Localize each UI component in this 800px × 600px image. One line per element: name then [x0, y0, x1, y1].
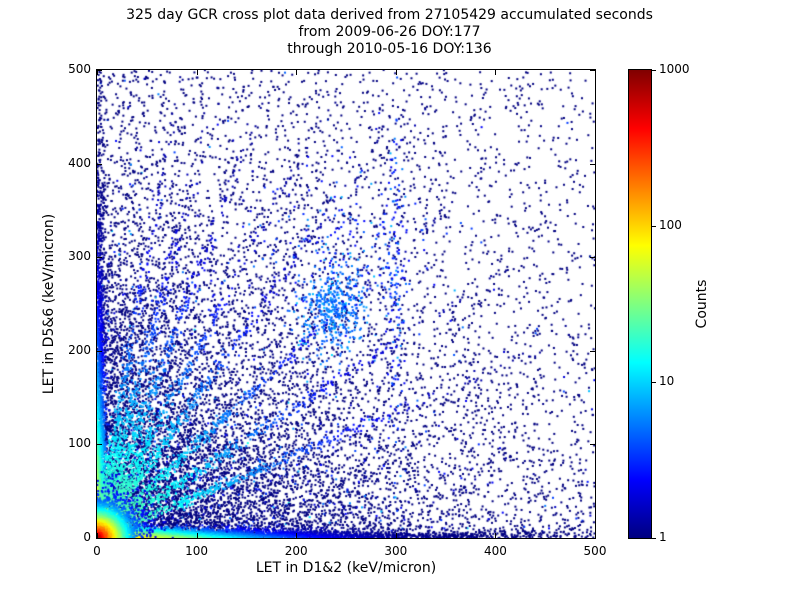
y-tick-mark-right [590, 538, 595, 539]
y-tick-mark [97, 257, 102, 258]
y-tick-mark-right [590, 70, 595, 71]
colorbar-tick-label: 1000 [659, 62, 690, 76]
y-tick-label: 500 [68, 62, 91, 76]
y-tick-label: 300 [68, 249, 91, 264]
x-tick-mark-top [197, 70, 198, 75]
y-axis-label: LET in D5&6 (keV/micron) [41, 213, 57, 395]
colorbar-tick-label: 100 [659, 218, 682, 232]
colorbar-tick-mark [652, 538, 656, 539]
y-tick-mark-right [590, 444, 595, 445]
y-tick-mark-right [590, 351, 595, 352]
colorbar [628, 69, 652, 539]
colorbar-tick-label: 1 [659, 530, 667, 544]
colorbar-label: Counts [694, 279, 710, 329]
x-tick-mark [97, 533, 98, 538]
x-tick-label: 500 [583, 544, 607, 558]
x-tick-mark-top [495, 70, 496, 75]
chart-title-line-3: through 2010-05-16 DOY:136 [287, 41, 492, 57]
x-tick-label: 300 [384, 544, 408, 558]
x-tick-mark-top [396, 70, 397, 75]
x-tick-mark [296, 533, 297, 538]
x-tick-label: 400 [483, 544, 507, 558]
x-tick-label: 100 [185, 544, 209, 558]
colorbar-tick-mark [652, 226, 656, 227]
y-tick-label: 200 [68, 342, 91, 357]
y-tick-mark [97, 444, 102, 445]
x-tick-mark [396, 533, 397, 538]
y-tick-label: 400 [68, 155, 91, 170]
x-tick-mark-top [296, 70, 297, 75]
chart-title-line-2: from 2009-06-26 DOY:177 [298, 24, 481, 40]
x-axis-label: LET in D1&2 (keV/micron) [255, 560, 437, 576]
y-tick-mark [97, 164, 102, 165]
x-tick-label: 200 [284, 544, 308, 558]
colorbar-tick-mark [652, 70, 656, 71]
colorbar-tick-label: 10 [659, 374, 675, 388]
y-tick-mark-right [590, 164, 595, 165]
y-tick-label: 0 [83, 530, 91, 544]
x-tick-mark [495, 533, 496, 538]
scatter-plot-canvas [97, 70, 595, 538]
x-tick-mark [197, 533, 198, 538]
colorbar-tick-mark [652, 382, 656, 383]
x-tick-mark-top [97, 70, 98, 75]
y-tick-label: 100 [68, 436, 91, 451]
y-tick-mark [97, 351, 102, 352]
y-tick-mark [97, 70, 102, 71]
colorbar-gradient [629, 70, 651, 538]
chart-title-line-1: 325 day GCR cross plot data derived from… [126, 7, 653, 23]
x-tick-mark [595, 533, 596, 538]
y-tick-mark-right [590, 257, 595, 258]
y-tick-mark [97, 538, 102, 539]
x-tick-label: 0 [93, 544, 101, 558]
x-tick-mark-top [595, 70, 596, 75]
